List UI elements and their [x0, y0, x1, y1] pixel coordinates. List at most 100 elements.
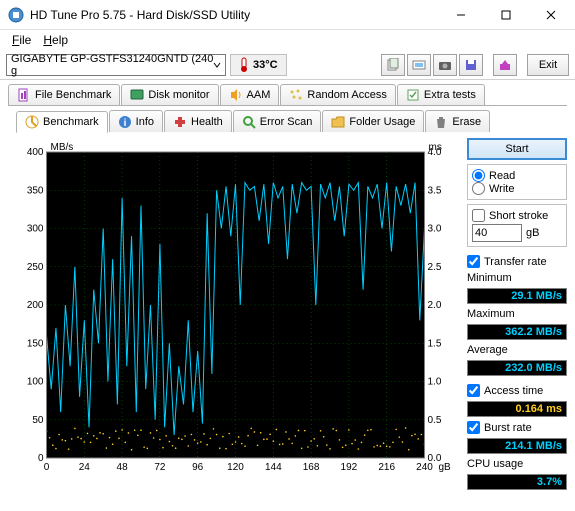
svg-text:2.0: 2.0: [428, 300, 442, 311]
svg-text:250: 250: [27, 262, 44, 273]
transfer-rate-check[interactable]: Transfer rate: [467, 255, 567, 268]
tab-error-scan[interactable]: Error Scan: [233, 110, 322, 132]
disk-monitor-icon: [130, 88, 144, 102]
minimum-label: Minimum: [467, 272, 567, 284]
short-stroke-check[interactable]: Short stroke: [472, 209, 562, 222]
close-button[interactable]: [528, 1, 573, 29]
access-time-value: 0.164 ms: [467, 401, 567, 417]
error-scan-icon: [242, 115, 256, 129]
info-icon: i: [118, 115, 132, 129]
cpu-usage-value: 3.7%: [467, 474, 567, 490]
short-stroke-group: Short stroke gB: [467, 204, 567, 247]
start-button[interactable]: Start: [467, 138, 567, 160]
content-area: 00.0500.51001.01501.52002.02502.53003.03…: [0, 132, 575, 496]
extra-tests-icon: [406, 88, 420, 102]
window-title: HD Tune Pro 5.75 - Hard Disk/SSD Utility: [30, 8, 438, 22]
tab-benchmark[interactable]: Benchmark: [16, 111, 108, 133]
titlebar: HD Tune Pro 5.75 - Hard Disk/SSD Utility: [0, 0, 575, 30]
exit-button[interactable]: Exit: [527, 54, 569, 76]
svg-text:96: 96: [192, 462, 204, 473]
options-button[interactable]: [493, 54, 517, 76]
svg-text:350: 350: [27, 185, 44, 196]
save-button[interactable]: [459, 54, 483, 76]
mode-group: Read Write: [467, 164, 567, 200]
temperature-display: 33°C: [230, 54, 287, 76]
svg-text:48: 48: [117, 462, 129, 473]
svg-text:3.0: 3.0: [428, 224, 442, 235]
svg-text:3.5: 3.5: [428, 185, 442, 196]
app-icon: [8, 7, 24, 23]
aam-icon: [229, 88, 243, 102]
cpu-usage-label: CPU usage: [467, 458, 567, 470]
burst-rate-check[interactable]: Burst rate: [467, 421, 567, 434]
maximum-value: 362.2 MB/s: [467, 324, 567, 340]
svg-text:300: 300: [27, 224, 44, 235]
read-radio[interactable]: Read: [472, 169, 562, 182]
menubar: File Help: [0, 30, 575, 50]
minimize-button[interactable]: [438, 1, 483, 29]
tab-info[interactable]: iInfo: [109, 110, 163, 132]
stroke-value-input[interactable]: [472, 224, 522, 242]
svg-text:192: 192: [341, 462, 358, 473]
svg-text:0.5: 0.5: [428, 415, 442, 426]
access-time-check[interactable]: Access time: [467, 384, 567, 397]
tab-disk-monitor[interactable]: Disk monitor: [121, 84, 218, 105]
svg-text:400: 400: [27, 147, 44, 158]
tab-random-access[interactable]: Random Access: [280, 84, 395, 105]
tab-file-benchmark[interactable]: File Benchmark: [8, 84, 120, 105]
erase-icon: [434, 115, 448, 129]
chevron-down-icon: [213, 61, 221, 69]
side-panel: Start Read Write Short stroke gB Transfe…: [467, 138, 567, 490]
tab-health[interactable]: Health: [164, 110, 232, 132]
chart-svg: 00.0500.51001.01501.52002.02502.53003.03…: [8, 138, 461, 478]
benchmark-icon: [25, 115, 39, 129]
tabs-row-2: Benchmark iInfo Health Error Scan Folder…: [8, 105, 567, 132]
maximum-label: Maximum: [467, 308, 567, 320]
average-label: Average: [467, 344, 567, 356]
tabs-row-1: File Benchmark Disk monitor AAM Random A…: [0, 80, 575, 105]
svg-text:200: 200: [27, 300, 44, 311]
thermometer-icon: [239, 57, 249, 73]
svg-text:72: 72: [154, 462, 166, 473]
svg-text:50: 50: [32, 415, 44, 426]
svg-text:150: 150: [27, 338, 44, 349]
svg-text:24: 24: [79, 462, 91, 473]
temperature-value: 33°C: [253, 59, 278, 71]
tab-extra-tests[interactable]: Extra tests: [397, 84, 485, 105]
menu-file[interactable]: File: [6, 31, 37, 49]
svg-text:240: 240: [416, 462, 433, 473]
tab-aam[interactable]: AAM: [220, 84, 280, 105]
svg-text:i: i: [123, 118, 126, 129]
svg-text:0: 0: [44, 462, 50, 473]
benchmark-chart: 00.0500.51001.01501.52002.02502.53003.03…: [8, 138, 461, 490]
maximize-button[interactable]: [483, 1, 528, 29]
svg-text:144: 144: [265, 462, 282, 473]
copy-info-button[interactable]: [381, 54, 405, 76]
screenshot-button[interactable]: [433, 54, 457, 76]
tab-erase[interactable]: Erase: [425, 110, 490, 132]
minimum-value: 29.1 MB/s: [467, 288, 567, 304]
toolbar: GIGABYTE GP-GSTFS31240GNTD (240 g 33°C E…: [0, 50, 575, 80]
folder-usage-icon: [331, 115, 345, 129]
svg-text:168: 168: [303, 462, 320, 473]
stroke-unit: gB: [526, 227, 539, 239]
svg-text:1.0: 1.0: [428, 377, 442, 388]
copy-screenshot-button[interactable]: [407, 54, 431, 76]
svg-text:100: 100: [27, 377, 44, 388]
average-value: 232.0 MB/s: [467, 360, 567, 376]
tab-folder-usage[interactable]: Folder Usage: [322, 110, 424, 132]
file-benchmark-icon: [17, 88, 31, 102]
svg-text:2.5: 2.5: [428, 262, 442, 273]
write-radio[interactable]: Write: [472, 182, 562, 195]
health-icon: [173, 115, 187, 129]
svg-text:gB: gB: [439, 462, 452, 473]
random-access-icon: [289, 88, 303, 102]
svg-text:1.5: 1.5: [428, 338, 442, 349]
drive-select[interactable]: GIGABYTE GP-GSTFS31240GNTD (240 g: [6, 54, 226, 76]
drive-select-text: GIGABYTE GP-GSTFS31240GNTD (240 g: [11, 53, 213, 77]
menu-help[interactable]: Help: [37, 31, 74, 49]
svg-text:ms: ms: [429, 142, 442, 153]
svg-text:MB/s: MB/s: [51, 142, 74, 153]
burst-rate-value: 214.1 MB/s: [467, 438, 567, 454]
svg-text:120: 120: [227, 462, 244, 473]
